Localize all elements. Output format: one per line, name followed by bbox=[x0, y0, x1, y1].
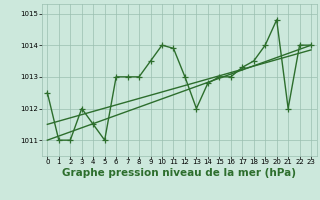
X-axis label: Graphe pression niveau de la mer (hPa): Graphe pression niveau de la mer (hPa) bbox=[62, 168, 296, 178]
